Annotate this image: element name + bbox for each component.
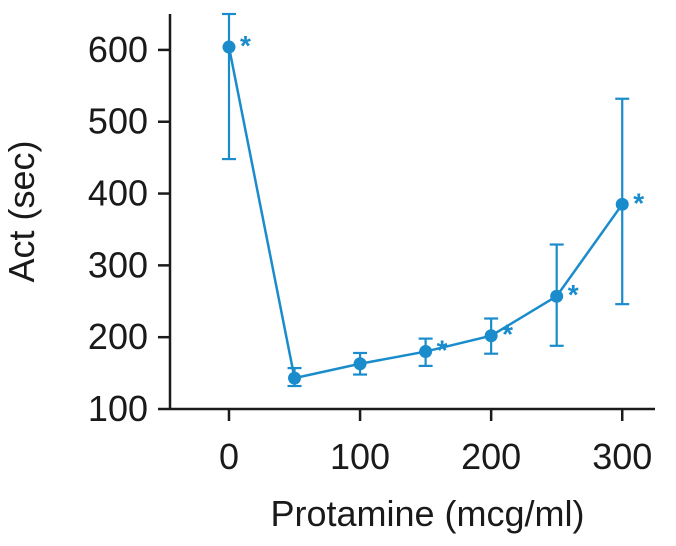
- y-tick-label: 100: [88, 388, 148, 429]
- significance-marker: *: [502, 319, 513, 350]
- significance-marker: *: [633, 187, 644, 218]
- y-axis-title: Act (sec): [1, 140, 42, 282]
- significance-marker: *: [437, 335, 448, 366]
- data-point: [353, 357, 367, 371]
- data-point: [288, 371, 302, 385]
- x-tick-label: 300: [592, 436, 652, 477]
- x-tick-label: 0: [219, 436, 239, 477]
- data-point: [419, 345, 433, 359]
- significance-marker: *: [240, 30, 251, 61]
- y-tick-label: 500: [88, 101, 148, 142]
- axes: 100 200 300 400 500 600 0 100 200 300: [88, 14, 655, 477]
- data-point: [550, 289, 564, 303]
- y-tick-label: 200: [88, 316, 148, 357]
- data-point: [484, 329, 498, 343]
- y-tick-label: 600: [88, 29, 148, 70]
- series-line: [227, 46, 624, 380]
- x-tick-label: 200: [461, 436, 521, 477]
- significance-marker: *: [568, 279, 579, 310]
- x-axis-title: Protamine (mcg/ml): [270, 493, 584, 534]
- x-tick-label: 100: [330, 436, 390, 477]
- data-point: [222, 40, 236, 54]
- y-tick-label: 400: [88, 173, 148, 214]
- y-tick-label: 300: [88, 244, 148, 285]
- chart-marks: * * * * *: [221, 12, 644, 388]
- data-point: [615, 197, 629, 211]
